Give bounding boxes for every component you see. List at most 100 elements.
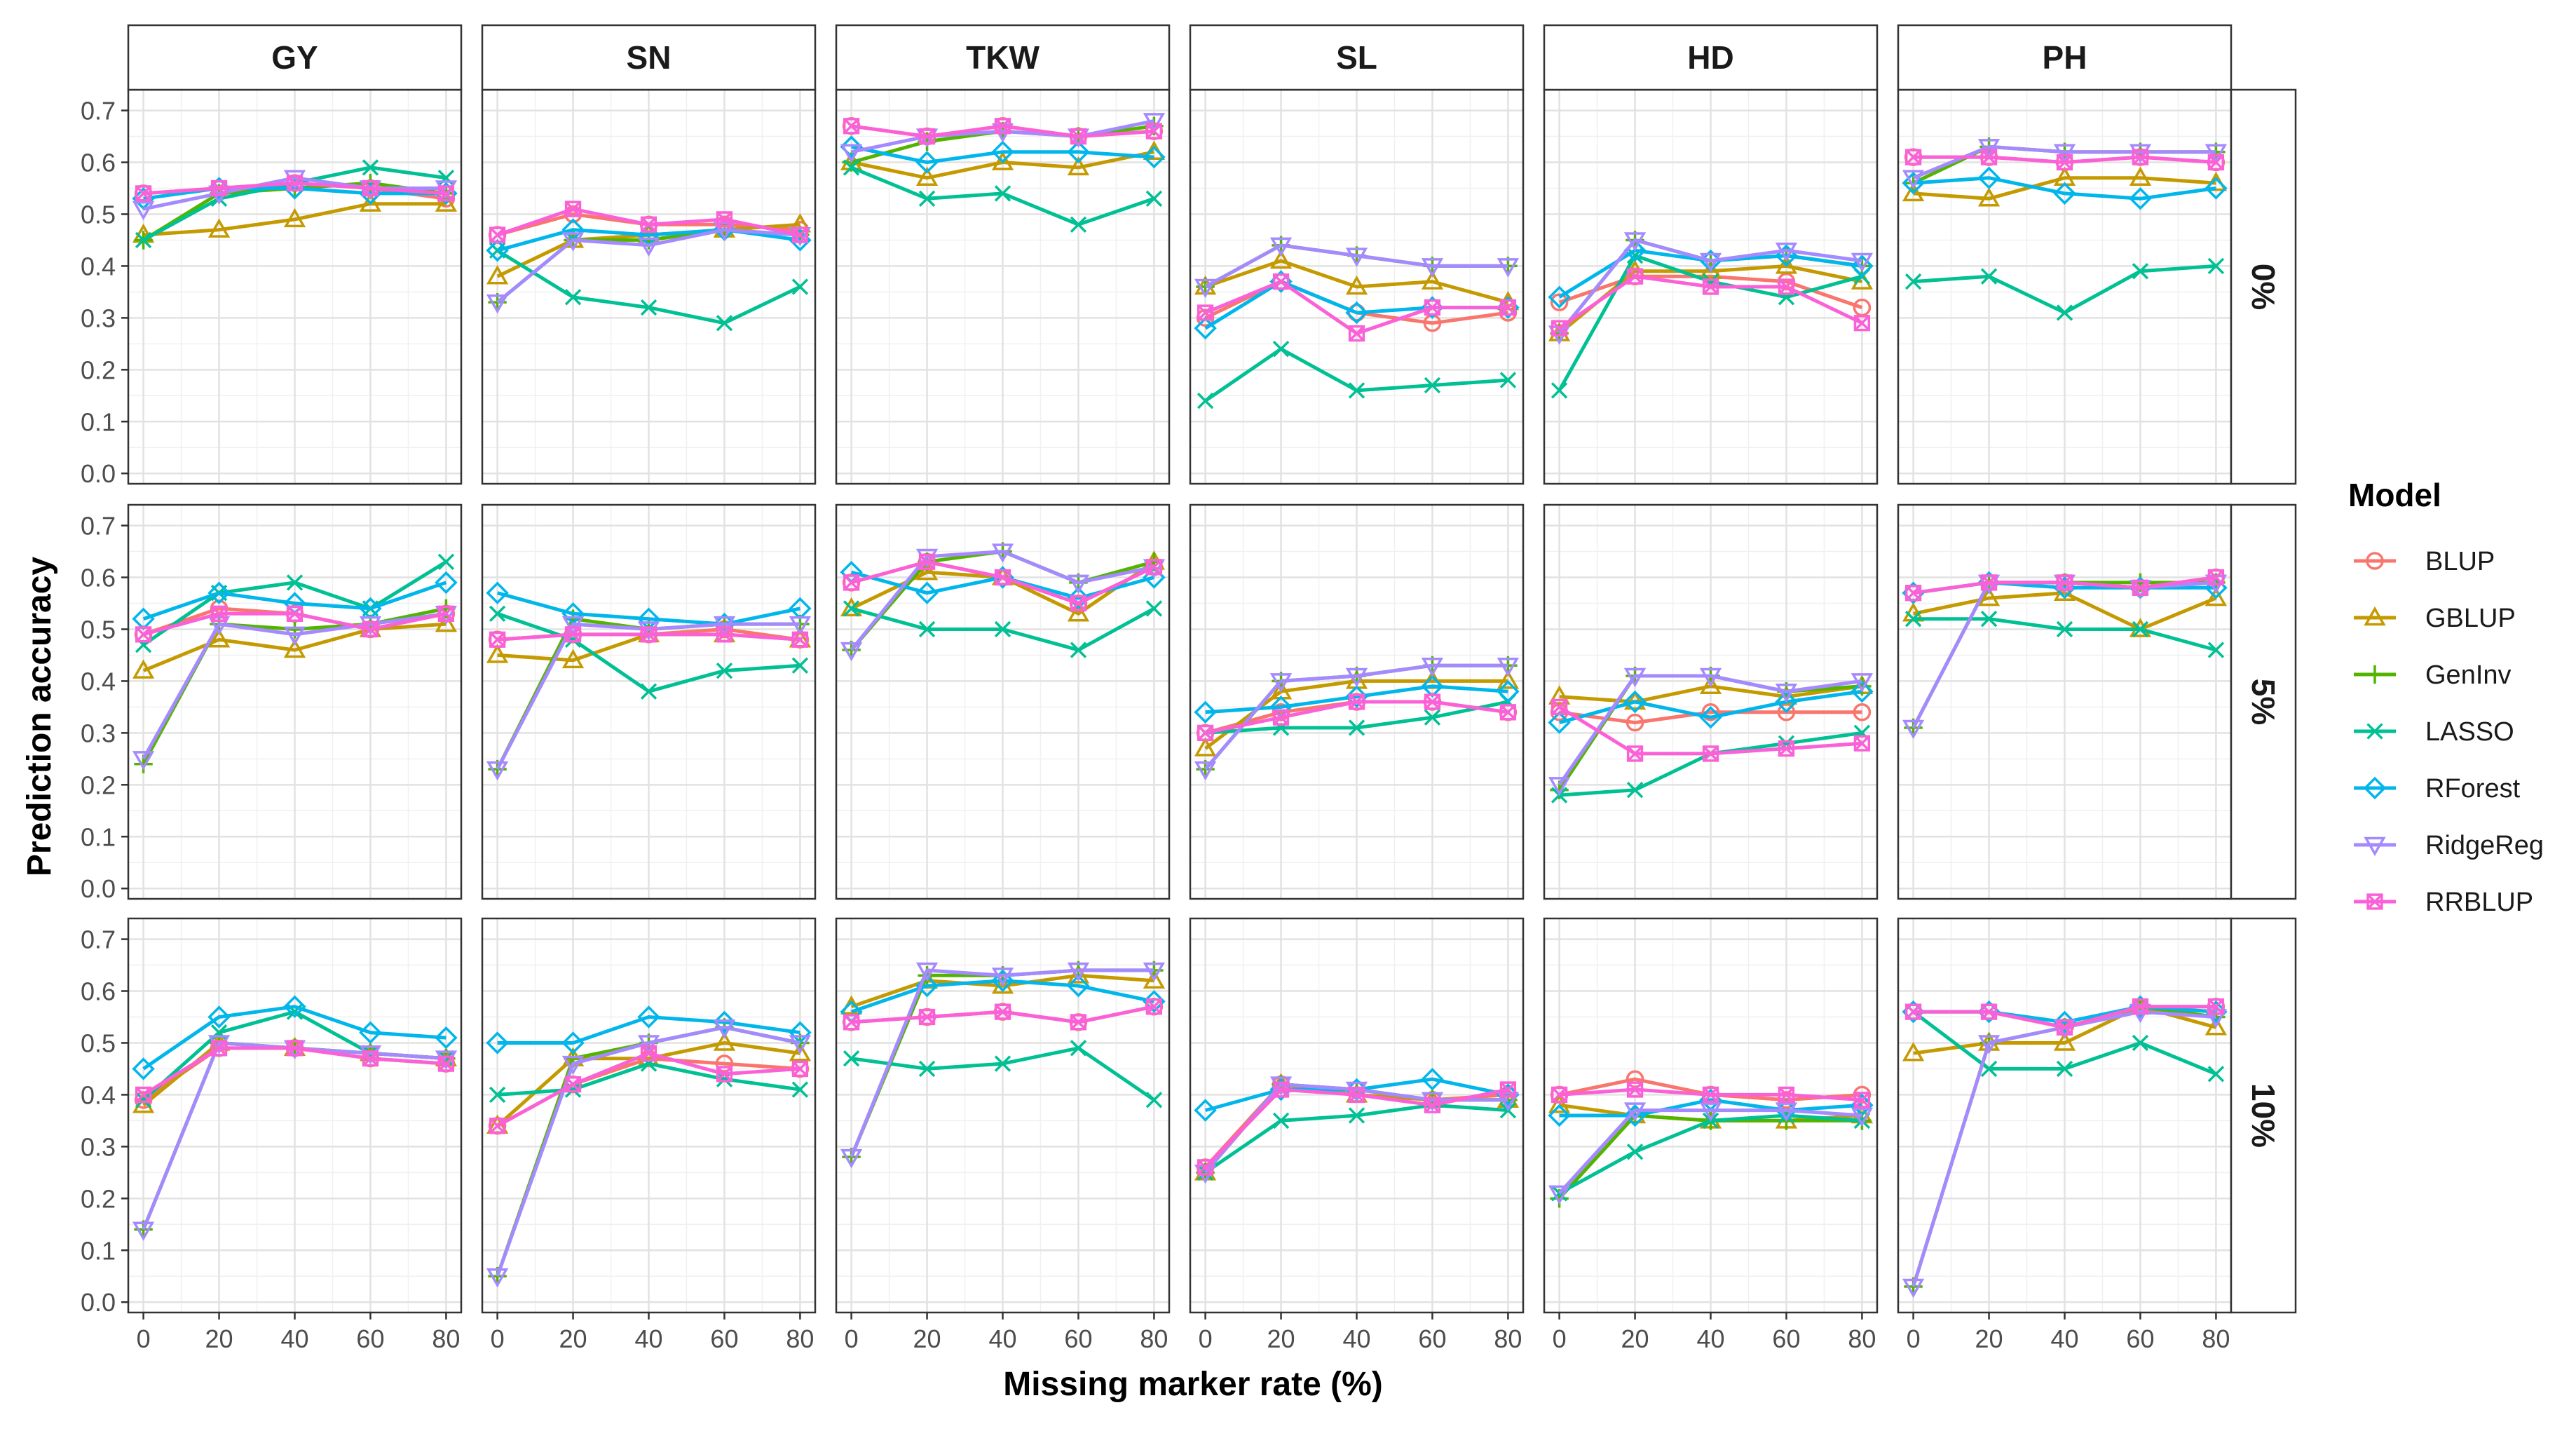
point-lasso — [1070, 642, 1087, 658]
point-rrblup — [1551, 320, 1568, 337]
y-tick-label: 0.7 — [81, 97, 116, 126]
x-tick-label: 60 — [1772, 1324, 1800, 1353]
series-rrblup — [1904, 149, 2225, 171]
point-rrblup — [716, 1066, 733, 1083]
series-rrblup — [1197, 1081, 1517, 1176]
point-rrblup — [564, 626, 582, 643]
point-rforest — [1345, 685, 1368, 708]
series-ridgereg — [840, 962, 1166, 1169]
point-rrblup — [2056, 574, 2073, 591]
point-rforest — [561, 1031, 585, 1054]
point-ridgereg — [1497, 1092, 1520, 1111]
y-axis-title: Prediction accuracy — [21, 557, 58, 877]
point-gblup — [1143, 969, 1166, 989]
y-tick-label: 0.0 — [81, 459, 116, 488]
point-rrblup — [1499, 704, 1517, 721]
point-gblup — [486, 265, 509, 285]
point-lasso — [1904, 610, 1922, 628]
point-rrblup — [791, 1060, 809, 1078]
panel-grid — [128, 90, 461, 484]
series-rrblup — [1197, 693, 1517, 742]
point-gblup — [1977, 187, 2001, 207]
point-gblup — [1548, 1094, 1571, 1113]
panel-border — [127, 503, 463, 900]
point-rrblup — [135, 626, 152, 643]
point-rrblup — [135, 185, 152, 202]
x-tick-label: 60 — [1418, 1324, 1446, 1353]
line-ridgereg — [496, 228, 800, 304]
point-blup — [1626, 713, 1644, 732]
point-gblup — [1067, 602, 1090, 622]
point-rrblup — [1853, 735, 1871, 752]
point-rforest — [1194, 316, 1217, 340]
series-gblup — [132, 192, 458, 243]
series-rrblup — [1904, 998, 2225, 1036]
point-gblup — [1067, 964, 1090, 984]
x-tick-label: 20 — [205, 1324, 233, 1353]
point-gblup — [283, 638, 306, 658]
point-rrblup — [918, 553, 936, 570]
panel-grid — [1898, 505, 2231, 899]
point-blup — [1701, 703, 1720, 721]
point-ridgereg — [1548, 1185, 1571, 1205]
panel-grid — [1898, 918, 2231, 1312]
point-gblup — [1699, 259, 1722, 280]
point-rforest — [991, 140, 1014, 163]
y-tick-label: 0.5 — [81, 200, 116, 229]
point-lasso — [1272, 341, 1290, 358]
row-strip-5pct: 5% — [2230, 503, 2297, 900]
point-gblup — [915, 560, 939, 581]
point-lasso — [1272, 1112, 1290, 1130]
series-rforest — [1548, 679, 1874, 734]
line-rforest — [850, 979, 1154, 1014]
point-gblup — [991, 151, 1014, 170]
x-tick-label: 0 — [1199, 1324, 1213, 1353]
point-gblup — [207, 218, 231, 238]
legend-key-marker — [2365, 665, 2385, 684]
point-gblup — [1269, 249, 1293, 269]
facet-strip-column — [835, 24, 1171, 91]
facet-strip-column — [1189, 24, 1525, 91]
point-ridgereg — [486, 1268, 509, 1288]
panel-0pct-sl: SL — [1189, 24, 1525, 485]
point-ridgereg — [840, 1148, 863, 1169]
point-lasso — [489, 1086, 506, 1104]
line-gblup — [142, 622, 447, 672]
point-rrblup — [489, 226, 506, 243]
series-lasso — [1904, 610, 2225, 658]
point-rrblup — [994, 1003, 1011, 1020]
point-rrblup — [1626, 268, 1644, 285]
point-lasso — [135, 231, 152, 249]
line-rforest — [1558, 689, 1862, 725]
point-rrblup — [489, 1118, 506, 1134]
panel-grid — [1544, 505, 1877, 899]
facet-strip-column — [1543, 24, 1879, 91]
point-ridgereg — [561, 1055, 585, 1076]
point-rforest — [991, 969, 1014, 992]
point-rforest — [132, 1057, 155, 1080]
point-rrblup — [437, 1055, 455, 1072]
point-rrblup — [791, 631, 809, 648]
point-ridgereg — [1067, 574, 1090, 595]
point-rrblup — [1980, 574, 1998, 591]
series-gblup — [132, 612, 458, 679]
point-rrblup — [286, 1040, 304, 1057]
series-lasso — [843, 600, 1163, 658]
point-lasso — [640, 299, 657, 316]
facet-label-hd: HD — [1687, 39, 1733, 76]
point-lasso — [1499, 372, 1517, 388]
line-rforest — [142, 1005, 447, 1071]
point-rrblup — [1197, 724, 1214, 742]
legend-entry-rrblup: RRBLUP — [2354, 888, 2533, 917]
point-rforest — [1067, 974, 1090, 998]
point-rrblup — [1348, 325, 1365, 342]
line-ridgereg — [1558, 1108, 1862, 1195]
point-rforest — [1143, 990, 1166, 1013]
point-rforest — [1497, 679, 1520, 703]
facet-label-ph: PH — [2043, 39, 2087, 76]
point-gblup — [486, 644, 509, 663]
point-ridgereg — [840, 642, 863, 662]
line-rforest — [1559, 1098, 1862, 1118]
point-lasso — [994, 1055, 1011, 1072]
point-lasso — [1980, 610, 1998, 628]
